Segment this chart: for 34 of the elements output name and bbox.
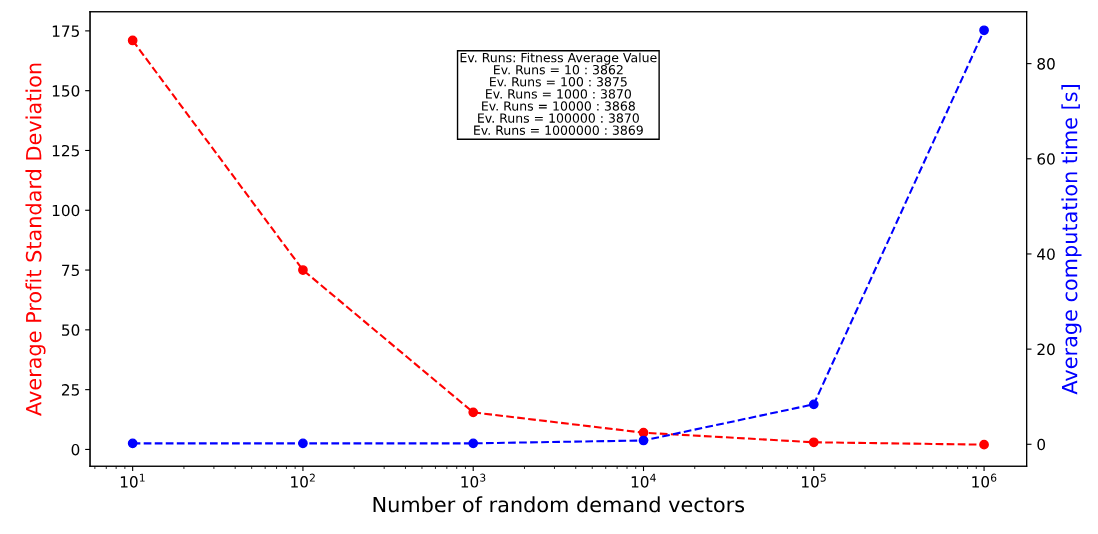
point <box>127 35 138 46</box>
y-tick-label: 175 <box>52 25 79 37</box>
y-tick-label: 25 <box>61 384 79 396</box>
y-tick-label: 75 <box>62 264 79 277</box>
y-tick-label: 125 <box>52 144 79 157</box>
y-axis-title: Average Profit Standard Deviation <box>25 63 46 416</box>
y-tick-label: 50 <box>62 324 80 336</box>
x-axis-title: Number of random demand vectors <box>373 496 745 513</box>
y-tick-label: 0 <box>71 443 80 456</box>
y2-tick-label: 40 <box>1037 248 1055 260</box>
point <box>468 438 479 449</box>
point <box>979 25 989 36</box>
y2-tick-label: 20 <box>1037 343 1055 356</box>
x-tick-label: 10$^{5}$ <box>802 473 826 488</box>
x-tick-label: 10$^{4}$ <box>631 473 656 488</box>
y2-tick-label: 0 <box>1037 438 1046 451</box>
point <box>808 437 819 448</box>
point <box>127 438 138 449</box>
point <box>979 439 989 450</box>
y2-tick-label: 80 <box>1037 58 1055 70</box>
y-tick-label: 150 <box>52 85 80 97</box>
point <box>808 399 819 410</box>
point <box>298 265 308 275</box>
y2-axis-title: Average computation time [s] <box>1061 85 1082 395</box>
y-tick-label: 100 <box>52 204 80 217</box>
point <box>298 438 308 449</box>
annotation: Ev. Runs: Fitness Average Value Ev. Runs = 10 : 3862 Ev. Runs = 100 : 3875 Ev. Runs = 1000 : 3870 Ev. Runs = 10000 : 3868 Ev. Runs = 100000 : 3870 Ev. Runs = 1000000 : 3869 <box>460 52 657 135</box>
x-tick-label: 10$^{1}$ <box>120 473 145 488</box>
point <box>638 435 649 446</box>
y2-tick-label: 60 <box>1037 153 1055 165</box>
x-tick-label: 10$^{2}$ <box>291 473 315 488</box>
x-tick-label: 10$^{6}$ <box>972 473 997 488</box>
point <box>468 407 479 418</box>
x-tick-label: 10$^{3}$ <box>461 473 486 488</box>
